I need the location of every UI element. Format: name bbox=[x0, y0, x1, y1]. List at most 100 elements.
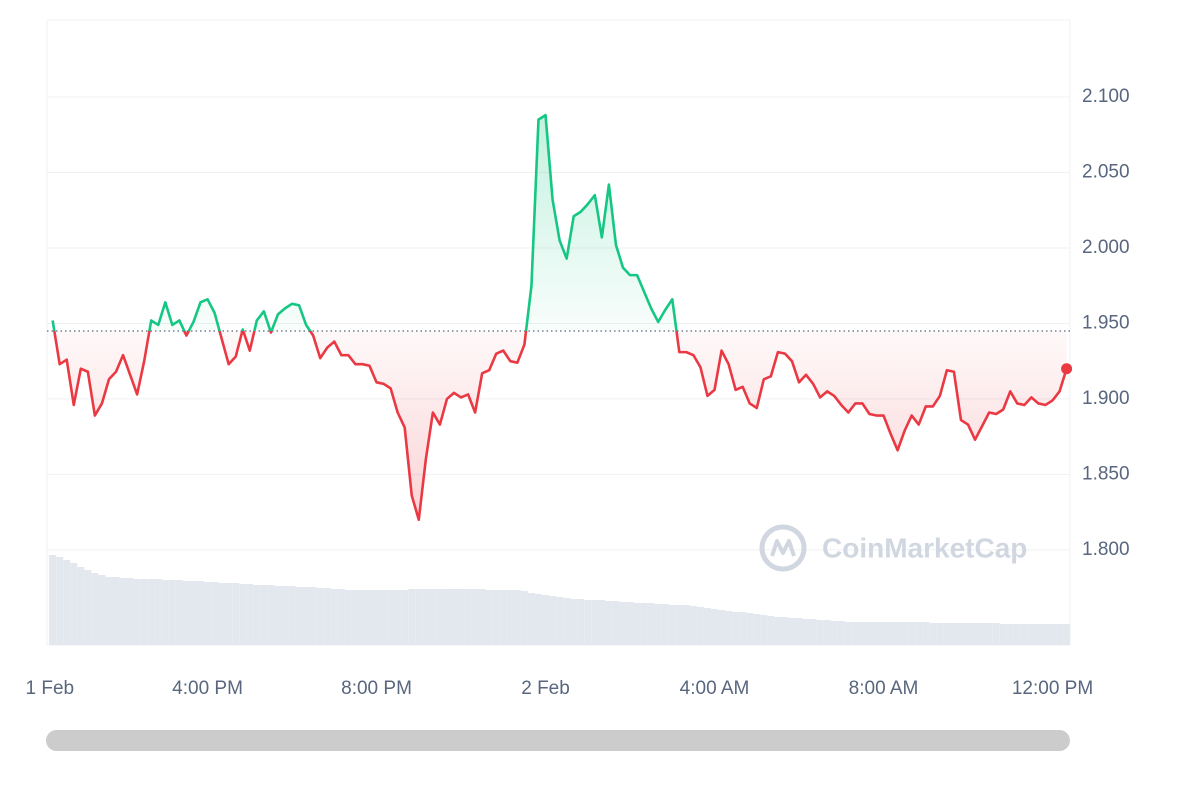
volume-bar bbox=[978, 623, 986, 645]
volume-bar bbox=[344, 590, 352, 645]
volume-bar bbox=[809, 619, 817, 645]
volume-bar bbox=[1048, 624, 1057, 645]
volume-bar bbox=[182, 581, 190, 645]
volume-bar bbox=[830, 621, 838, 645]
volume-bar bbox=[985, 623, 993, 645]
volume-bar bbox=[894, 622, 902, 645]
volume-bar bbox=[661, 604, 669, 645]
volume-bar bbox=[901, 622, 909, 645]
volume-bar bbox=[556, 597, 564, 645]
volume-bar bbox=[781, 617, 789, 645]
volume-bar bbox=[703, 608, 712, 645]
volume-bar bbox=[485, 590, 493, 645]
volume-bar bbox=[337, 589, 345, 645]
volume-bar bbox=[478, 589, 486, 645]
volume-bar bbox=[999, 624, 1007, 645]
volume-bar bbox=[1041, 624, 1049, 645]
volume-bar bbox=[204, 582, 212, 645]
volume-bar bbox=[408, 589, 416, 645]
volume-bar bbox=[922, 622, 930, 645]
x-tick-label: 4:00 PM bbox=[172, 678, 243, 699]
x-tick-label: 12:00 PM bbox=[1012, 678, 1093, 699]
volume-bar bbox=[401, 590, 409, 645]
volume-bar bbox=[98, 575, 106, 645]
volume-bar bbox=[239, 584, 247, 645]
volume-bar bbox=[450, 589, 458, 645]
volume-bar bbox=[1063, 624, 1071, 645]
volume-bar bbox=[929, 623, 937, 645]
volume-bar bbox=[675, 605, 683, 645]
volume-bar bbox=[626, 602, 634, 645]
volume-bar bbox=[330, 589, 338, 645]
volume-bar bbox=[380, 590, 388, 645]
area-fill bbox=[52, 115, 1067, 520]
volume-bar bbox=[668, 605, 676, 645]
y-tick-label: 1.950 bbox=[1082, 312, 1130, 333]
volume-bar bbox=[225, 583, 233, 645]
volume-bar bbox=[415, 589, 423, 645]
volume-bar bbox=[295, 587, 303, 645]
volume-bar bbox=[915, 622, 923, 645]
volume-bar bbox=[696, 607, 704, 645]
volume-bar bbox=[767, 616, 775, 645]
volume-bar bbox=[647, 603, 655, 645]
volume-bar bbox=[872, 622, 880, 645]
volume-bar bbox=[323, 588, 331, 645]
volume-bar bbox=[711, 609, 719, 645]
volume-bar bbox=[908, 622, 916, 645]
x-tick-label: 4:00 AM bbox=[680, 678, 750, 699]
volume-bar bbox=[1027, 624, 1035, 645]
y-tick-label: 1.850 bbox=[1082, 463, 1130, 484]
volume-bar bbox=[992, 623, 1000, 645]
volume-bar bbox=[288, 586, 296, 645]
volume-bar bbox=[746, 613, 754, 645]
volume-bar bbox=[1013, 624, 1021, 645]
volume-bar bbox=[168, 580, 176, 645]
volume-bar bbox=[788, 618, 796, 645]
volume-bar bbox=[260, 585, 268, 645]
volume-bar bbox=[858, 622, 866, 645]
volume-bar bbox=[281, 586, 289, 645]
volume-bar bbox=[1056, 624, 1064, 645]
volume-bar bbox=[112, 577, 120, 645]
volume-bar bbox=[633, 603, 641, 645]
volume-bar bbox=[506, 590, 514, 645]
volume-bar bbox=[584, 600, 592, 645]
volume-bar bbox=[816, 620, 824, 645]
volume-bar bbox=[499, 590, 507, 645]
volume-bar bbox=[520, 591, 528, 645]
volume-bar bbox=[70, 563, 78, 645]
volume-bar bbox=[542, 595, 550, 645]
volume-bar bbox=[802, 619, 810, 645]
volume-bar bbox=[232, 583, 240, 645]
volume-bar bbox=[591, 600, 599, 645]
volume-bar bbox=[422, 589, 430, 645]
volume-bar bbox=[77, 567, 85, 645]
volume-layer bbox=[49, 555, 1071, 645]
volume-bar bbox=[682, 605, 690, 645]
volume-bar bbox=[49, 555, 57, 645]
volume-bar bbox=[457, 589, 465, 645]
volume-bar bbox=[964, 623, 972, 645]
volume-bar bbox=[119, 578, 127, 645]
volume-bar bbox=[865, 622, 873, 645]
scrollbar[interactable] bbox=[46, 730, 1070, 751]
watermark: CoinMarketCap bbox=[759, 524, 1027, 572]
volume-bar bbox=[689, 606, 697, 645]
volume-bar bbox=[464, 589, 472, 645]
volume-bar bbox=[725, 611, 733, 645]
volume-bar bbox=[753, 614, 761, 645]
volume-bar bbox=[570, 599, 578, 645]
volume-bar bbox=[274, 586, 282, 645]
volume-bar bbox=[837, 621, 845, 645]
volume-bar bbox=[436, 589, 444, 645]
volume-bar bbox=[577, 599, 585, 645]
y-tick-label: 1.800 bbox=[1082, 539, 1130, 560]
volume-bar bbox=[91, 573, 99, 645]
volume-bar bbox=[105, 577, 113, 645]
volume-bar bbox=[246, 584, 254, 645]
volume-bar bbox=[161, 580, 169, 645]
volume-bar bbox=[1020, 624, 1028, 645]
